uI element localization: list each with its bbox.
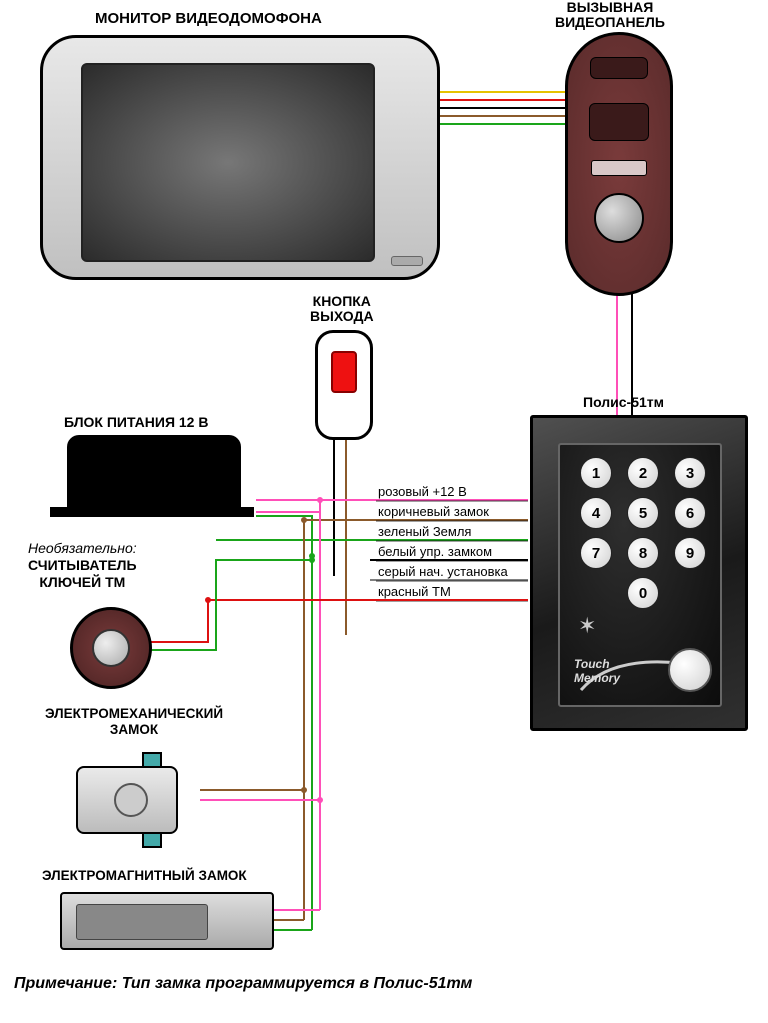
exitbtn-label: КНОПКА ВЫХОДА bbox=[310, 294, 374, 324]
reader-label: СЧИТЫВАТЕЛЬ КЛЮЧЕЙ ТМ bbox=[28, 557, 137, 590]
wire-label-white: белый упр. замком bbox=[378, 544, 492, 559]
exit-button-device bbox=[315, 330, 373, 440]
keypad-key-6: 6 bbox=[674, 497, 706, 529]
exit-button-red bbox=[331, 351, 357, 393]
em-lock-body bbox=[76, 766, 178, 834]
wire-label-pink: розовый +12 В bbox=[378, 484, 467, 499]
em-lock-cylinder bbox=[114, 783, 148, 817]
callpanel-label: ВЫЗЫВНАЯ ВИДЕОПАНЕЛЬ bbox=[555, 0, 665, 30]
wire-label-red: красный ТМ bbox=[378, 584, 451, 599]
em-lock-device bbox=[76, 752, 194, 844]
optional-prefix: Необязательно: bbox=[28, 540, 137, 556]
call-panel-device bbox=[565, 32, 673, 296]
wire-label-grey: серый нач. установка bbox=[378, 564, 508, 579]
keypad-tm-reader bbox=[668, 648, 712, 692]
keypad-label: Полис-51тм bbox=[583, 394, 664, 410]
keypad-key-5: 5 bbox=[627, 497, 659, 529]
tm-reader-contact bbox=[92, 629, 130, 667]
mag-lock-device bbox=[60, 892, 274, 950]
callpanel-nameplate bbox=[591, 160, 647, 176]
monitor-btn-1 bbox=[391, 256, 423, 266]
tm-reader-device bbox=[70, 607, 152, 689]
monitor-device bbox=[40, 35, 440, 280]
callpanel-button bbox=[594, 193, 644, 243]
psu-label: БЛОК ПИТАНИЯ 12 В bbox=[64, 414, 208, 430]
maglock-label: ЭЛЕКТРОМАГНИТНЫЙ ЗАМОК bbox=[42, 868, 247, 883]
callpanel-speaker bbox=[590, 57, 648, 79]
keypad-key-3: 3 bbox=[674, 457, 706, 489]
keypad-touch-text: Touch bbox=[574, 657, 610, 671]
keypad-key-2: 2 bbox=[627, 457, 659, 489]
reader-label-block: Необязательно: СЧИТЫВАТЕЛЬ КЛЮЧЕЙ ТМ bbox=[28, 540, 137, 591]
monitor-label: МОНИТОР ВИДЕОДОМОФОНА bbox=[95, 10, 322, 27]
keypad-key-0: 0 bbox=[627, 577, 659, 609]
keypad-face: 123 456 7890 ✶ Touch Memory bbox=[558, 443, 722, 707]
keypad-key-8: 8 bbox=[627, 537, 659, 569]
emlock-label: ЭЛЕКТРОМЕХАНИЧЕСКИЙ ЗАМОК bbox=[45, 706, 223, 738]
keypad-key-7: 7 bbox=[580, 537, 612, 569]
keypad-memory-text: Memory bbox=[574, 671, 620, 685]
psu-device bbox=[67, 435, 241, 511]
wire-label-brown: коричневый замок bbox=[378, 504, 489, 519]
keypad-key-9: 9 bbox=[674, 537, 706, 569]
wire-label-green: зеленый Земля bbox=[378, 524, 471, 539]
footnote-text: Примечание: Тип замка программируется в … bbox=[14, 975, 472, 993]
mag-lock-plate bbox=[76, 904, 208, 940]
keypad-star-icon: ✶ bbox=[578, 613, 596, 639]
keypad-key-1: 1 bbox=[580, 457, 612, 489]
keypad-key-4: 4 bbox=[580, 497, 612, 529]
psu-base bbox=[50, 507, 254, 517]
keypad-device: 123 456 7890 ✶ Touch Memory bbox=[530, 415, 748, 731]
monitor-screen bbox=[81, 63, 375, 262]
callpanel-camera bbox=[589, 103, 649, 141]
